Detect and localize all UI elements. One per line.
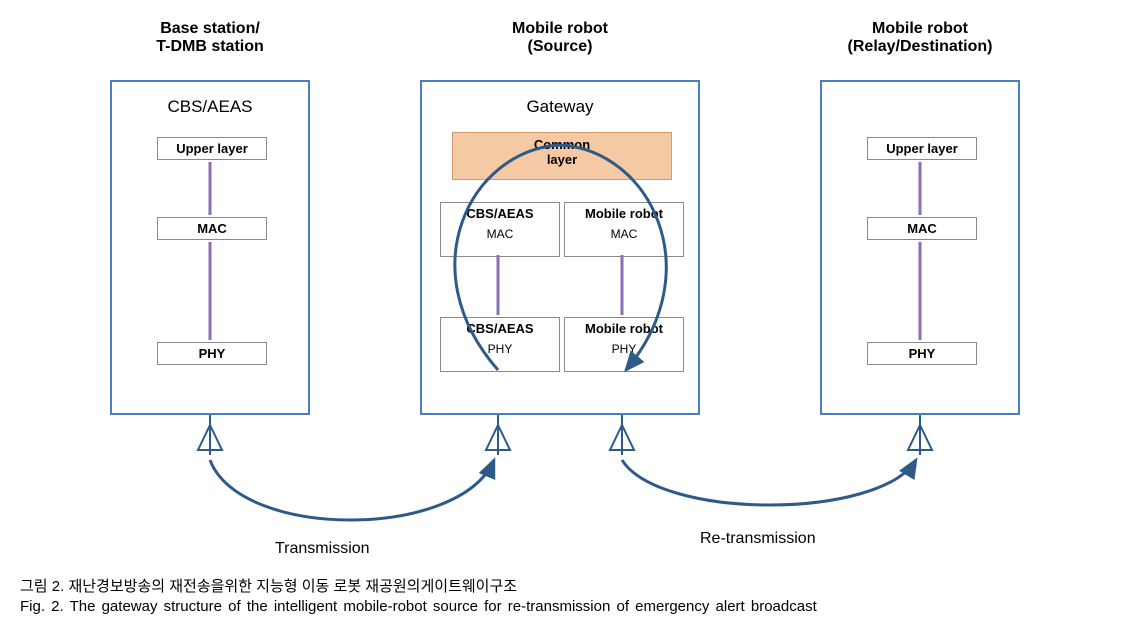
dest-panel: Upper layer MAC PHY <box>820 80 1020 415</box>
src-left-mac: CBS/AEAS MAC <box>440 202 560 257</box>
base-panel: CBS/AEAS Upper layer MAC PHY <box>110 80 310 415</box>
base-title-l2: T-DMB station <box>110 38 310 56</box>
dest-upper-text: Upper layer <box>886 141 958 156</box>
src-left-phy-l1: CBS/AEAS <box>441 321 559 336</box>
source-title-l2: (Source) <box>420 38 700 56</box>
retransmission-arrow <box>622 460 916 505</box>
common-l1: Common <box>453 137 671 152</box>
dest-upper-box: Upper layer <box>867 137 977 160</box>
src-left-mac-l1: CBS/AEAS <box>441 206 559 221</box>
src-right-mac: Mobile robot MAC <box>564 202 684 257</box>
common-layer-box: Common layer <box>452 132 672 180</box>
retransmission-label: Re-transmission <box>700 530 816 548</box>
dest-phy-text: PHY <box>909 346 936 361</box>
src-left-antenna-icon <box>486 425 510 450</box>
base-mac-text: MAC <box>197 221 227 236</box>
src-left-phy: CBS/AEAS PHY <box>440 317 560 372</box>
src-right-mac-l1: Mobile robot <box>565 206 683 221</box>
src-left-phy-l2: PHY <box>441 342 559 356</box>
dest-title-l1: Mobile robot <box>820 20 1020 38</box>
dest-title: Mobile robot (Relay/Destination) <box>820 20 1020 56</box>
src-right-phy-l2: PHY <box>565 342 683 356</box>
diagram-root: Base station/ T-DMB station Mobile robot… <box>0 0 1129 628</box>
base-upper-text: Upper layer <box>176 141 248 156</box>
caption-ko: 그림 2. 재난경보방송의 재전송을위한 지능형 이동 로봇 재공원의게이트웨이… <box>20 575 517 596</box>
source-inner-label: Gateway <box>422 97 698 117</box>
src-right-phy-l1: Mobile robot <box>565 321 683 336</box>
src-right-phy: Mobile robot PHY <box>564 317 684 372</box>
src-left-mac-l2: MAC <box>441 227 559 241</box>
dest-antenna-icon <box>908 425 932 450</box>
base-title-l1: Base station/ <box>110 20 310 38</box>
common-l2: layer <box>453 152 671 167</box>
dest-mac-text: MAC <box>907 221 937 236</box>
base-mac-box: MAC <box>157 217 267 240</box>
source-panel: Gateway Common layer CBS/AEAS MAC Mobile… <box>420 80 700 415</box>
dest-phy-box: PHY <box>867 342 977 365</box>
base-phy-box: PHY <box>157 342 267 365</box>
source-title-l1: Mobile robot <box>420 20 700 38</box>
base-title: Base station/ T-DMB station <box>110 20 310 56</box>
base-inner-label: CBS/AEAS <box>112 97 308 117</box>
transmission-arrow <box>210 460 494 520</box>
src-right-mac-l2: MAC <box>565 227 683 241</box>
dest-title-l2: (Relay/Destination) <box>820 38 1020 56</box>
base-antenna-icon <box>198 425 222 450</box>
caption-en: Fig. 2. The gateway structure of the int… <box>20 598 817 615</box>
transmission-label: Transmission <box>275 540 370 558</box>
src-right-antenna-icon <box>610 425 634 450</box>
base-phy-text: PHY <box>199 346 226 361</box>
base-upper-box: Upper layer <box>157 137 267 160</box>
source-title: Mobile robot (Source) <box>420 20 700 56</box>
dest-mac-box: MAC <box>867 217 977 240</box>
